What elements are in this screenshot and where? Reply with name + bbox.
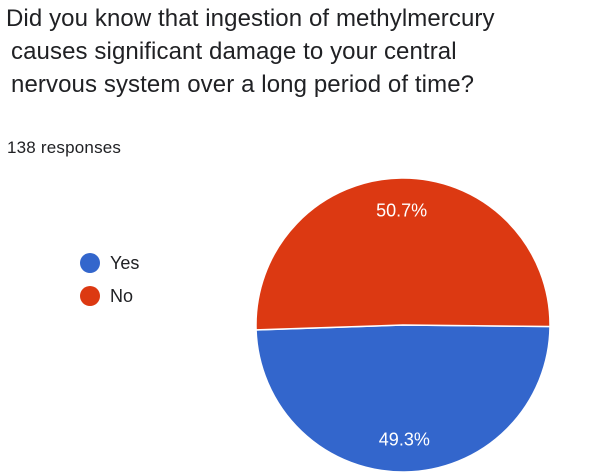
legend-item-no[interactable]: No	[80, 279, 139, 312]
legend-swatch-no	[80, 285, 100, 306]
response-count: 138 responses	[7, 138, 122, 157]
chart-title-line-3: nervous system over a long period of tim…	[11, 71, 475, 98]
pie-slice-no[interactable]	[255, 177, 551, 331]
pie-slice-yes[interactable]	[255, 324, 551, 472]
legend-label-no: No	[110, 285, 134, 306]
chart-legend: Yes No	[80, 246, 139, 312]
chart-title: Did you know that ingestion of methylmer…	[6, 2, 586, 101]
legend-item-yes[interactable]: Yes	[80, 246, 139, 279]
chart-title-line-2: causes significant damage to your centra…	[11, 38, 457, 65]
pie-label-yes: 49.3%	[379, 430, 430, 450]
legend-swatch-yes	[80, 252, 100, 273]
legend-label-yes: Yes	[110, 252, 140, 273]
pie-label-no: 50.7%	[376, 200, 427, 220]
chart-title-line-1: Did you know that ingestion of methylmer…	[6, 5, 495, 32]
